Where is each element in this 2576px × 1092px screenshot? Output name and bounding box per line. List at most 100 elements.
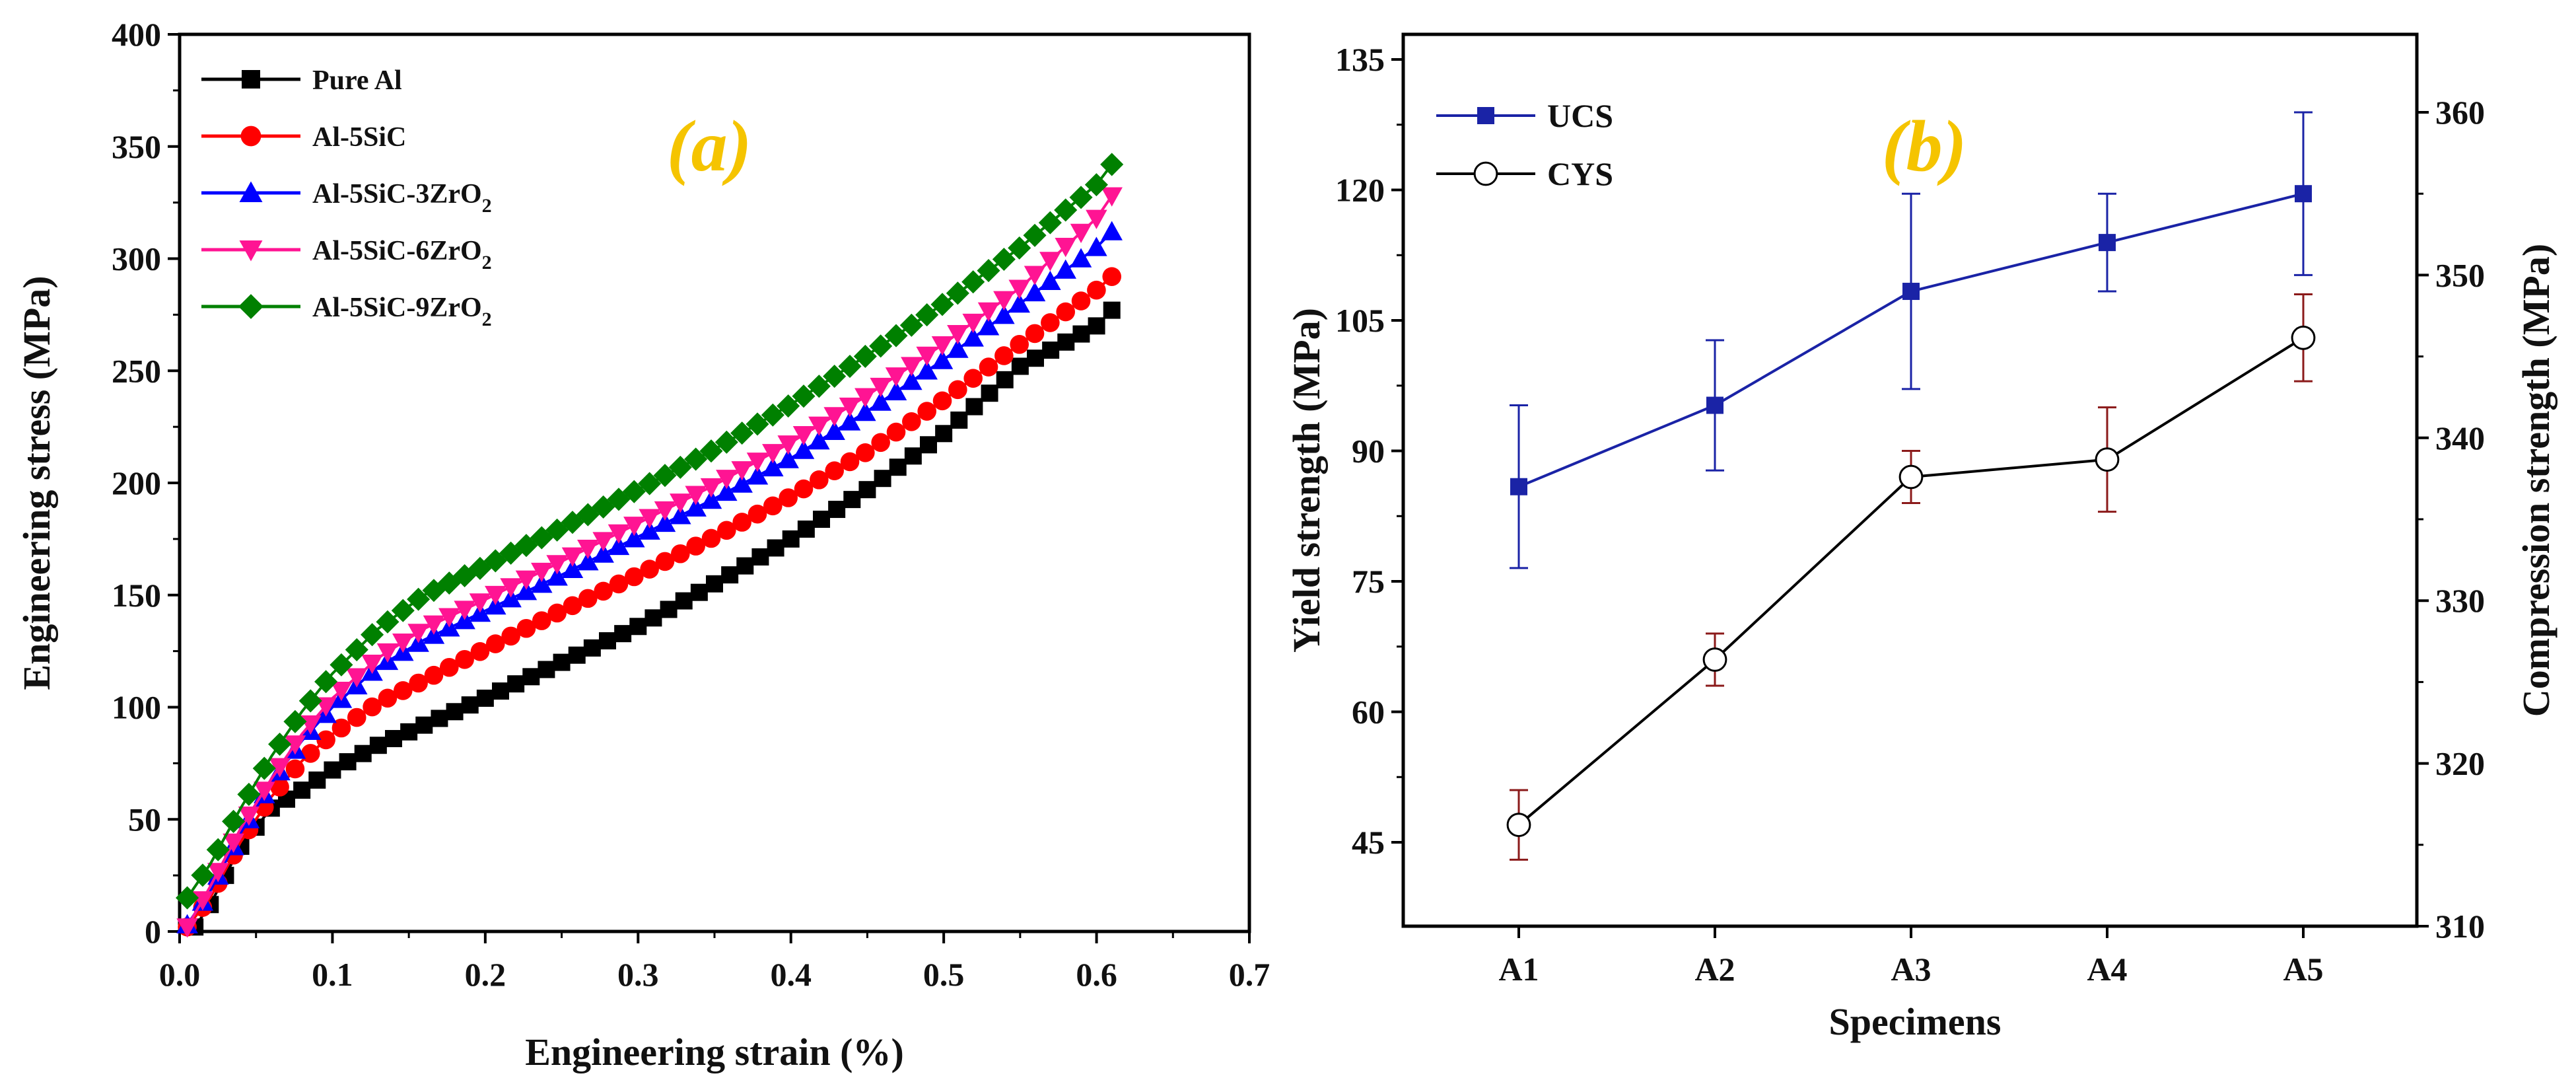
data-point [751, 548, 769, 566]
data-point [284, 735, 306, 755]
x-tick-label: 0.4 [770, 956, 812, 993]
data-point [577, 551, 599, 571]
data-point [1902, 283, 1920, 301]
legend-marker [239, 181, 263, 202]
panel-b-legend: UCS CYS [1436, 97, 1613, 192]
data-point [899, 313, 923, 337]
data-point [638, 472, 662, 495]
data-point [269, 758, 291, 778]
data-point [415, 716, 433, 734]
x-tick-label: 0.5 [923, 956, 965, 993]
data-point [516, 618, 536, 638]
data-point [330, 653, 353, 676]
data-point [563, 596, 582, 616]
data-point [176, 918, 198, 938]
data-point [671, 544, 690, 564]
y2-tick-label: 350 [2435, 256, 2485, 293]
data-point [640, 560, 659, 579]
data-point [856, 443, 875, 462]
data-point [1008, 236, 1031, 260]
data-point [869, 334, 893, 358]
data-point [1057, 333, 1075, 351]
data-point [685, 486, 707, 505]
legend-label: Al-5SiC [312, 122, 406, 153]
data-point [330, 682, 353, 702]
legend-label: UCS [1547, 97, 1613, 134]
data-point [839, 397, 861, 418]
data-point [797, 520, 815, 538]
data-point [761, 403, 784, 427]
legend-label-text: Al-5SiC-6ZrO [312, 236, 482, 266]
data-point [207, 863, 229, 883]
data-point [731, 473, 753, 493]
data-point [431, 710, 448, 727]
data-point [1024, 266, 1046, 285]
legend-entry: Al-5SiC-6ZrO2 [201, 236, 492, 273]
data-point [531, 562, 553, 583]
data-point [361, 654, 383, 674]
data-point [446, 703, 464, 721]
data-point [578, 589, 598, 608]
data-point [455, 649, 474, 669]
data-point [470, 641, 490, 661]
data-point [930, 293, 954, 316]
data-point [400, 723, 418, 741]
legend-label-text: Al-5SiC-9ZrO [312, 293, 482, 323]
data-point [407, 587, 431, 611]
data-point [763, 496, 783, 516]
data-point [1069, 186, 1093, 209]
data-point [979, 357, 998, 377]
panel-b-series-group [1506, 111, 2316, 861]
data-point [1042, 342, 1060, 359]
y-tick-label: 200 [112, 464, 161, 501]
data-point [369, 737, 387, 754]
data-point [762, 444, 784, 464]
y2-tick-label: 330 [2435, 582, 2485, 619]
data-point [920, 436, 937, 454]
data-point [746, 465, 769, 485]
data-point [2295, 185, 2312, 203]
data-point [270, 778, 289, 797]
data-point [825, 461, 844, 480]
data-point [331, 718, 351, 738]
data-point [639, 509, 660, 528]
data-point [675, 592, 693, 610]
data-point [808, 416, 830, 436]
data-point [902, 412, 921, 431]
data-point [492, 682, 509, 700]
data-point [363, 697, 382, 717]
data-point [298, 689, 322, 713]
data-point [476, 689, 494, 707]
x-tick-label: A4 [2087, 951, 2127, 988]
data-point [993, 305, 1015, 324]
data-point [823, 407, 845, 427]
y2-tick-label: 310 [2435, 908, 2485, 945]
data-point [950, 411, 968, 429]
panel-b-strength-chart: A1 A2 A3 A4 A5 45 60 75 90 105 120 135 310 320 330 340 3… [1285, 32, 2558, 1043]
data-point [686, 536, 705, 556]
data-point [485, 634, 505, 653]
data-point [254, 782, 275, 801]
data-point [439, 657, 459, 677]
data-point [237, 782, 261, 807]
data-point [916, 346, 938, 366]
data-point [993, 291, 1015, 310]
data-point [1072, 325, 1090, 343]
data-point [407, 624, 429, 643]
data-point [223, 833, 244, 854]
x-tick-label: A2 [1694, 951, 1735, 988]
data-point [1087, 280, 1106, 300]
data-point [252, 756, 276, 780]
data-point [701, 528, 721, 548]
panel-b-label: (b) [1882, 106, 1967, 186]
series-al-5sic-6zro2 [176, 187, 1123, 938]
data-point [808, 430, 830, 450]
data-point [901, 357, 922, 377]
y-tick-label: 150 [112, 577, 161, 614]
y-tick-label: 50 [128, 801, 161, 838]
data-point [716, 481, 738, 501]
y-tick-label: 135 [1335, 41, 1385, 78]
data-point [1100, 153, 1124, 176]
data-point [746, 412, 769, 436]
series-pure-al [186, 301, 1121, 936]
